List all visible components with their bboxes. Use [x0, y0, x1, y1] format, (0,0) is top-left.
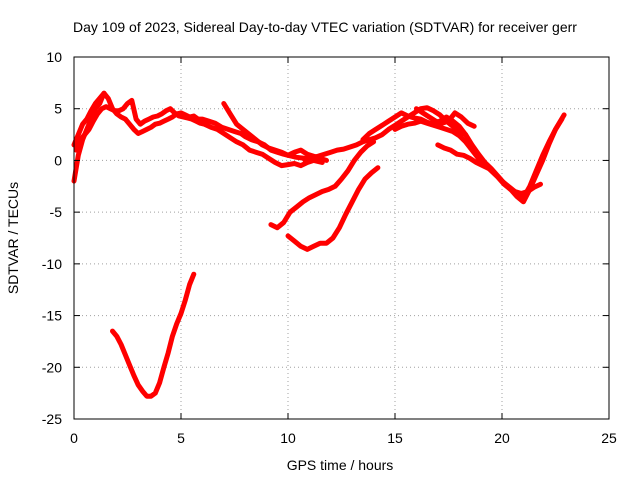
x-axis-label: GPS time / hours	[287, 457, 394, 473]
x-tick-label: 15	[387, 430, 403, 446]
y-tick-label: -25	[42, 411, 62, 427]
y-tick-label: -10	[42, 256, 62, 272]
y-tick-label: -15	[42, 308, 62, 324]
series-track-b	[73, 97, 317, 169]
series-track-k	[413, 106, 477, 129]
series-track-l	[435, 142, 543, 196]
y-tick-label: -5	[50, 204, 63, 220]
grid	[74, 57, 609, 419]
y-axis-label: SDTVAR / TECUs	[5, 182, 21, 294]
y-tick-label: 0	[54, 152, 62, 168]
series-track-d	[221, 101, 329, 163]
y-tick-label: -20	[42, 359, 62, 375]
x-tick-label: 0	[70, 430, 78, 446]
chart-title: Day 109 of 2023, Sidereal Day-to-day VTE…	[73, 19, 577, 35]
plot-frame	[73, 56, 610, 420]
x-tick-label: 25	[601, 430, 617, 446]
series-track-f	[268, 139, 377, 231]
series-track-j	[392, 112, 567, 205]
x-tick-label: 20	[494, 430, 510, 446]
series-track-c	[71, 90, 107, 148]
series-track-g	[285, 165, 381, 252]
x-tick-label: 10	[280, 430, 296, 446]
y-tick-label: 5	[54, 101, 62, 117]
axis-ticks: 0 5 10 15 20 25 -25 -20 -15 -10 -5 0 5 10	[42, 49, 617, 446]
x-tick-label: 5	[177, 430, 185, 446]
y-tick-label: 10	[46, 49, 62, 65]
data-series	[71, 90, 567, 399]
series-track-e	[110, 271, 197, 399]
series-track-h	[302, 105, 469, 163]
